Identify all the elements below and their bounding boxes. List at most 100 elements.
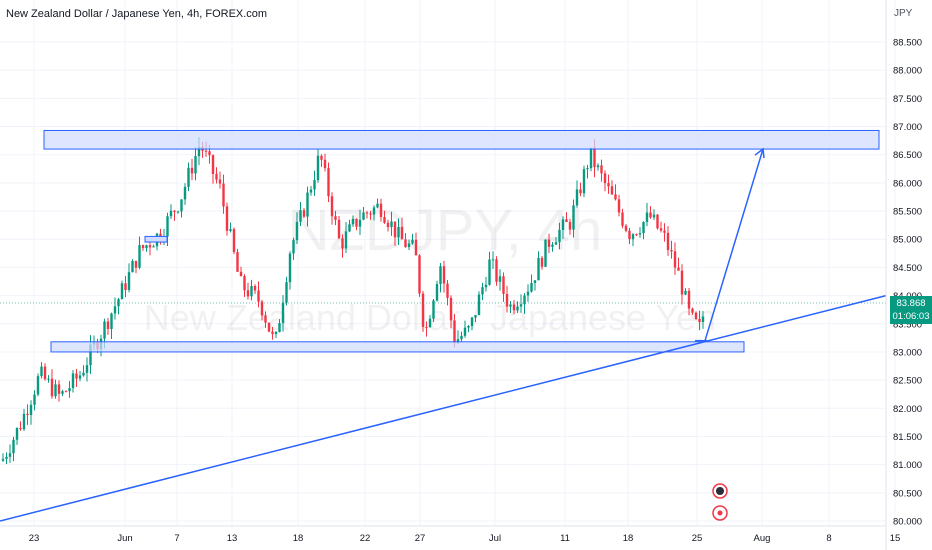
event-icons[interactable] — [712, 483, 728, 521]
candle-body — [477, 294, 481, 316]
candle-body — [215, 173, 218, 180]
candle-body — [187, 167, 190, 187]
candle-body — [29, 404, 33, 416]
candle-body — [435, 284, 439, 301]
candle-body — [530, 282, 533, 292]
support-zone[interactable] — [50, 341, 745, 353]
candle-body — [645, 212, 649, 222]
price-tick-label: 80.000 — [893, 517, 922, 528]
time-tick-label: 25 — [692, 533, 703, 544]
small-zone-marker[interactable] — [144, 235, 168, 243]
candle-body — [169, 210, 173, 217]
candle-body — [460, 335, 463, 340]
candle-body — [579, 189, 582, 194]
candle-body — [15, 428, 19, 440]
candle-body — [320, 155, 323, 160]
candle-body — [327, 168, 330, 197]
price-tick-label: 88.000 — [893, 66, 922, 77]
candle-body — [302, 210, 306, 217]
candle-body — [463, 327, 467, 336]
candle-body — [334, 216, 337, 220]
candle-body — [491, 259, 495, 261]
candle-body — [456, 339, 460, 343]
candle-body — [666, 232, 670, 250]
candle-body — [635, 234, 638, 236]
ascending-trendline[interactable] — [0, 294, 887, 522]
candle-body — [502, 276, 505, 294]
bar-countdown: 01:06:03 — [892, 311, 930, 322]
candle-body — [295, 221, 299, 241]
candle-body — [558, 229, 561, 243]
price-tick-label: 85.500 — [893, 207, 922, 218]
candle-body — [684, 290, 687, 295]
candle-body — [582, 169, 586, 194]
time-tick-label: 23 — [29, 533, 40, 544]
time-axis[interactable]: 23 Jun 7 13 18 22 27 Jul 11 18 25 Aug 8 15 — [0, 525, 900, 544]
candle-body — [106, 321, 110, 329]
candle-body — [306, 192, 309, 217]
candle-body — [166, 216, 169, 237]
candle-body — [600, 165, 603, 174]
candle-body — [621, 212, 624, 226]
time-tick-label: 8 — [826, 533, 831, 544]
candle-body — [544, 239, 547, 267]
candle-body — [390, 221, 393, 228]
last-price-badge: 83.868 01:06:03 — [890, 296, 932, 324]
candle-body — [383, 216, 386, 223]
candle-body — [36, 376, 40, 395]
projection-arrow[interactable] — [704, 148, 764, 341]
candle-body — [439, 266, 442, 285]
candles — [1, 137, 705, 465]
candle-body — [351, 218, 355, 225]
projection-arrow-head — [754, 147, 765, 159]
candle-body — [292, 240, 295, 254]
price-tick-label: 87.500 — [893, 94, 922, 105]
candle-body — [386, 222, 390, 228]
candle-body — [113, 306, 117, 314]
candle-body — [134, 260, 138, 268]
candle-body — [68, 388, 71, 392]
candle-body — [288, 253, 292, 283]
price-tick-label: 84.500 — [893, 263, 922, 274]
candle-body — [656, 214, 659, 229]
candle-body — [246, 290, 250, 297]
candle-body — [484, 284, 488, 288]
candle-body — [64, 391, 68, 393]
candle-body — [421, 293, 425, 327]
candle-body — [89, 344, 92, 366]
candle-body — [180, 199, 183, 212]
candle-body — [519, 304, 523, 307]
price-tick-label: 81.500 — [893, 432, 922, 443]
candle-body — [687, 290, 691, 309]
candle-body — [411, 239, 414, 244]
candle-body — [348, 224, 351, 232]
candle-body — [19, 428, 22, 430]
candle-body — [365, 212, 369, 214]
candle-body — [638, 233, 642, 235]
candle-body — [190, 167, 194, 174]
candle-body — [537, 257, 540, 281]
candle-body — [488, 259, 491, 285]
candle-body — [642, 221, 645, 234]
candle-body — [572, 205, 575, 230]
candle-body — [565, 219, 568, 223]
candle-body — [397, 226, 400, 238]
resistance-zone[interactable] — [43, 129, 880, 150]
candle-body — [523, 295, 526, 305]
price-axis[interactable]: 88.500 88.000 87.500 87.000 86.500 86.000 85.5… — [885, 0, 922, 550]
candle-body — [355, 218, 358, 227]
candle-body — [701, 316, 705, 323]
candle-body — [61, 391, 64, 394]
candle-body — [43, 366, 47, 380]
candle-body — [257, 290, 260, 302]
event-icon-dividend-dot — [717, 510, 723, 516]
candle-body — [393, 221, 397, 238]
candle-body — [117, 299, 120, 307]
candle-body — [281, 302, 285, 324]
price-tick-label: 81.000 — [893, 460, 922, 471]
watermark-symbol: NZDJPY, 4h — [288, 198, 603, 263]
candle-body — [330, 196, 334, 217]
drawings[interactable] — [0, 129, 887, 522]
symbol-title: New Zealand Dollar / Japanese Yen, 4h, F… — [6, 8, 268, 20]
